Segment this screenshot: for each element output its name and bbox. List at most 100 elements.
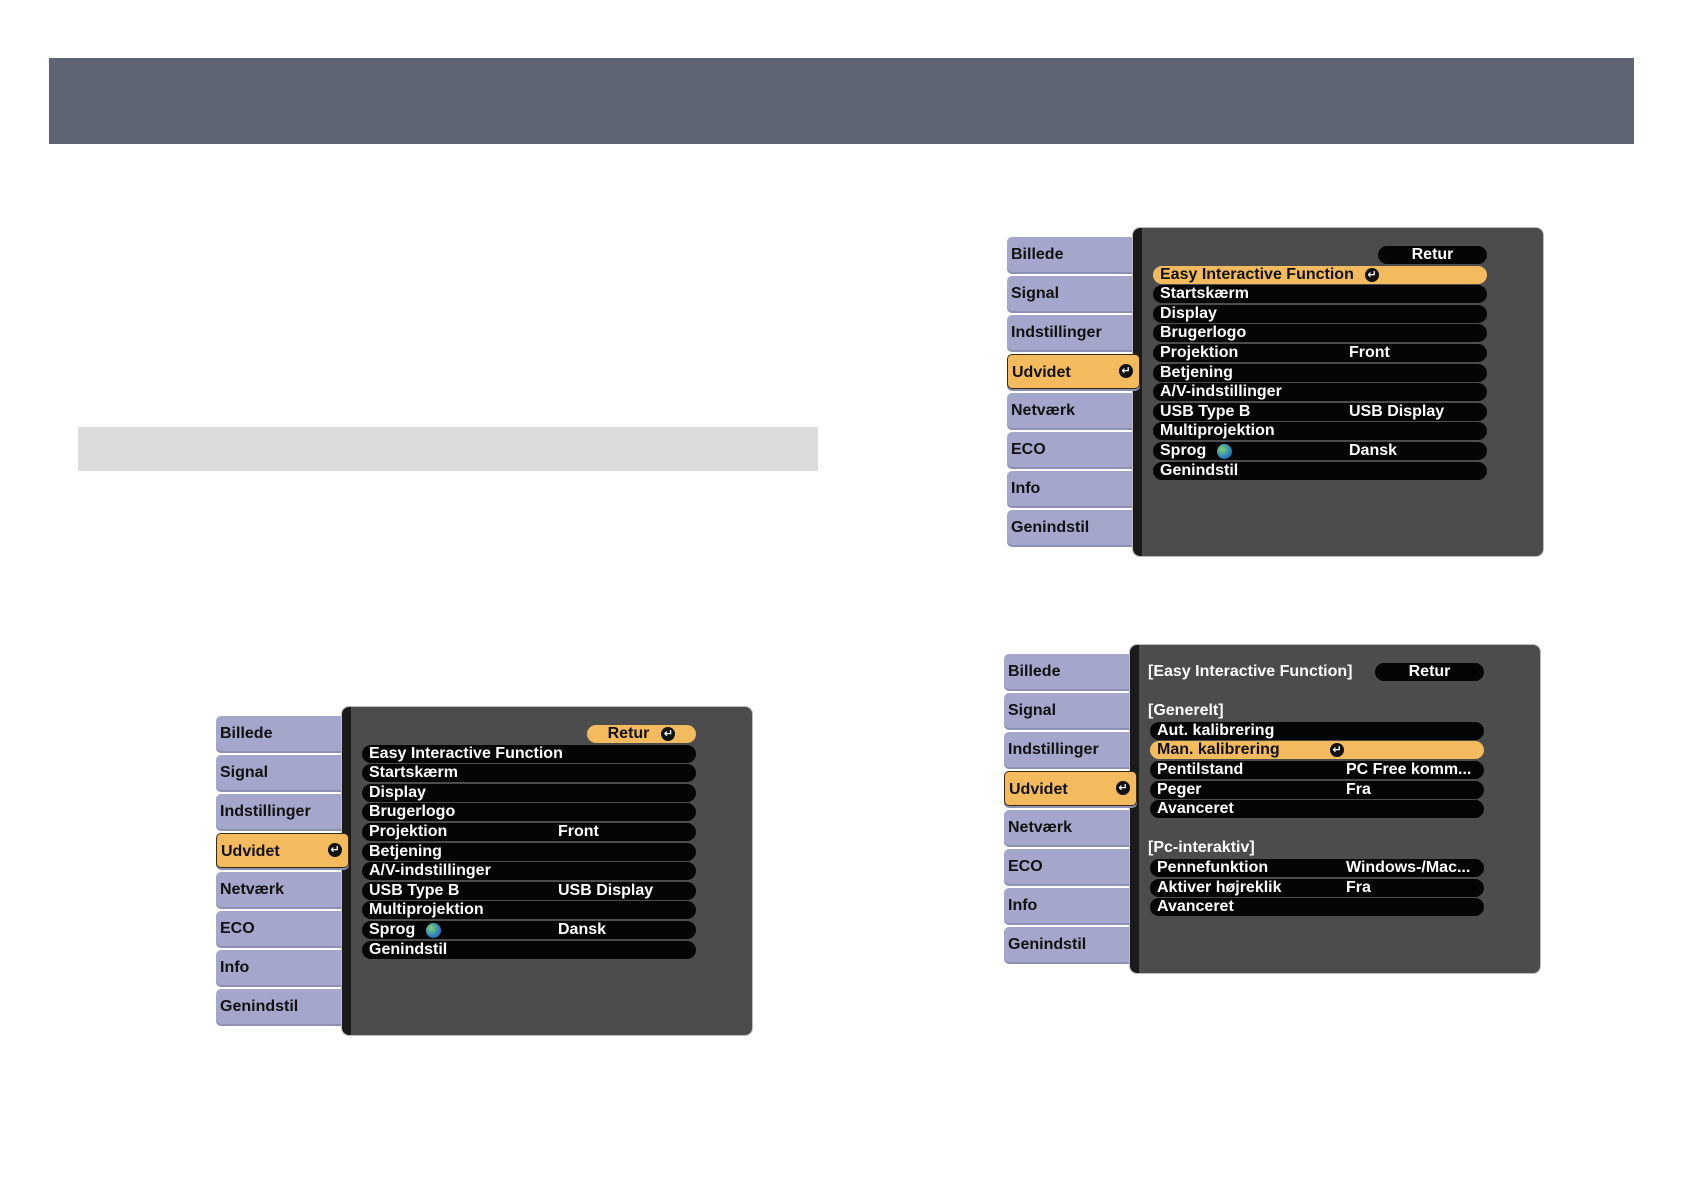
enter-icon: ↵: [1116, 781, 1130, 795]
globe-icon: [426, 923, 441, 938]
menu-item-label: Sprog: [369, 921, 416, 938]
sidebar-tab-billede[interactable]: Billede: [1007, 237, 1132, 272]
retur-button[interactable]: Retur ↵: [587, 725, 696, 743]
menu-item[interactable]: Startskærm: [362, 764, 696, 783]
sidebar-tab-billede[interactable]: Billede: [1004, 654, 1129, 689]
menu-item[interactable]: Pennefunktion Windows-/Mac...: [1150, 859, 1484, 877]
tab-label: Netværk: [220, 881, 285, 898]
menu-item-label: Man. kalibrering: [1157, 741, 1280, 759]
menu-item-label: Easy Interactive Function: [369, 744, 563, 762]
sidebar-tab-info[interactable]: Info: [1007, 471, 1132, 506]
tab-label: Udvidet: [1009, 781, 1068, 798]
sidebar-tab-netværk[interactable]: Netværk: [216, 872, 341, 907]
menu-item[interactable]: A/V-indstillinger: [362, 862, 696, 881]
menu-item-value: Windows-/Mac...: [1346, 859, 1471, 876]
menu-item-label: Avanceret: [1157, 898, 1234, 916]
tab-label: Billede: [1008, 663, 1061, 680]
sidebar-tab-genindstil[interactable]: Genindstil: [1007, 510, 1132, 545]
sidebar-tab-netværk[interactable]: Netværk: [1007, 393, 1132, 428]
panel-edge: [1130, 645, 1139, 973]
tab-label: Netværk: [1008, 819, 1073, 836]
menu-item[interactable]: Startskærm: [1153, 285, 1487, 304]
tab-label: Indstillinger: [1008, 741, 1099, 758]
retur-button[interactable]: Retur: [1378, 246, 1487, 264]
menu-item[interactable]: Projektion Front: [362, 823, 696, 841]
menu-item[interactable]: Display: [1153, 304, 1487, 323]
sidebar-tab-info[interactable]: Info: [1004, 888, 1129, 923]
enter-icon: ↵: [1365, 267, 1379, 282]
menu-item-label: Display: [1160, 304, 1217, 322]
menu-item[interactable]: Easy Interactive Function: [362, 744, 696, 763]
menu-item[interactable]: Brugerlogo: [1153, 324, 1487, 343]
menu-item-label: Projektion: [1160, 344, 1239, 361]
sidebar-tab-udvidet[interactable]: Udvidet ↵: [216, 833, 349, 868]
menu-item[interactable]: Betjening: [1153, 363, 1487, 382]
section-bar: [78, 427, 818, 471]
menu-item-label: Projektion: [369, 823, 448, 840]
menu-item[interactable]: Avanceret: [1150, 898, 1484, 917]
menu-item[interactable]: Multiprojektion: [362, 901, 696, 920]
sidebar-tab-indstillinger[interactable]: Indstillinger: [1007, 315, 1132, 350]
menu-item-label: Brugerlogo: [1160, 324, 1247, 342]
menu-item[interactable]: Brugerlogo: [362, 803, 696, 822]
sidebar-tab-eco[interactable]: ECO: [1004, 849, 1129, 884]
menu-item[interactable]: Betjening: [362, 842, 696, 861]
menu-item-value: Dansk: [1349, 442, 1398, 459]
menu-item[interactable]: Projektion Front: [1153, 344, 1487, 362]
tab-label: Netværk: [1011, 402, 1076, 419]
sidebar-tab-udvidet[interactable]: Udvidet ↵: [1004, 771, 1137, 806]
sidebar-tab-eco[interactable]: ECO: [1007, 432, 1132, 467]
tab-label: ECO: [220, 920, 255, 937]
menu-item-value: PC Free komm...: [1346, 761, 1472, 778]
tab-label: Billede: [220, 725, 273, 742]
menu-item[interactable]: Sprog Dansk: [1153, 442, 1487, 460]
sidebar-tab-netværk[interactable]: Netværk: [1004, 810, 1129, 845]
sidebar-tab-udvidet[interactable]: Udvidet ↵: [1007, 354, 1140, 389]
menu-item-label: Pennefunktion: [1157, 859, 1269, 876]
menu-item-label: USB Type B: [369, 881, 460, 899]
menu-item[interactable]: Peger Fra: [1150, 780, 1484, 799]
menu-item[interactable]: USB Type B USB Display: [1153, 402, 1487, 421]
sidebar-tab-info[interactable]: Info: [216, 950, 341, 985]
menu-item-label: A/V-indstillinger: [369, 862, 491, 880]
tab-label: Info: [1008, 897, 1038, 914]
sidebar-tab-genindstil[interactable]: Genindstil: [1004, 927, 1129, 962]
retur-label: Retur: [607, 725, 650, 742]
sidebar-tab-signal[interactable]: Signal: [1007, 276, 1132, 311]
retur-button[interactable]: Retur: [1375, 663, 1484, 681]
menu-item[interactable]: Pentilstand PC Free komm...: [1150, 761, 1484, 779]
sidebar-tab-signal[interactable]: Signal: [1004, 693, 1129, 728]
projector-menu-extended-retur: Billede Signal Indstillinger Udvidet ↵ Netvær…: [216, 706, 756, 1038]
menu-item-value: USB Display: [558, 881, 654, 899]
menu-panel: Retur Easy Interactive Function ↵ Startskær…: [1132, 227, 1544, 557]
tab-label: ECO: [1011, 441, 1046, 458]
menu-item[interactable]: Genindstil: [1153, 461, 1487, 480]
menu-item[interactable]: Multiprojektion: [1153, 422, 1487, 441]
menu-item[interactable]: Aktiver højreklik Fra: [1150, 878, 1484, 897]
menu-item-label: Aut. kalibrering: [1157, 721, 1275, 739]
tab-label: Billede: [1011, 246, 1064, 263]
tab-label: Genindstil: [1011, 519, 1090, 536]
tab-label: Info: [1011, 480, 1041, 497]
sidebar-tab-billede[interactable]: Billede: [216, 716, 341, 751]
menu-item-label: Betjening: [1160, 363, 1233, 381]
menu-item[interactable]: A/V-indstillinger: [1153, 383, 1487, 402]
menu-item[interactable]: Sprog Dansk: [362, 921, 696, 939]
panel-edge: [342, 707, 351, 1035]
menu-item[interactable]: Aut. kalibrering: [1150, 721, 1484, 740]
sidebar-tab-genindstil[interactable]: Genindstil: [216, 989, 341, 1024]
menu-item[interactable]: Avanceret: [1150, 800, 1484, 819]
sidebar-tab-eco[interactable]: ECO: [216, 911, 341, 946]
menu-item[interactable]: Easy Interactive Function ↵: [1153, 265, 1487, 284]
menu-item-label: Avanceret: [1157, 800, 1234, 818]
menu-item[interactable]: USB Type B USB Display: [362, 881, 696, 900]
menu-item-label: Genindstil: [369, 940, 448, 958]
menu-item[interactable]: Man. kalibrering ↵: [1150, 741, 1484, 760]
menu-item-value: Fra: [1346, 878, 1371, 896]
menu-item[interactable]: Genindstil: [362, 940, 696, 959]
sidebar-tab-signal[interactable]: Signal: [216, 755, 341, 790]
enter-icon: ↵: [328, 843, 342, 857]
sidebar-tab-indstillinger[interactable]: Indstillinger: [216, 794, 341, 829]
sidebar-tab-indstillinger[interactable]: Indstillinger: [1004, 732, 1129, 767]
menu-item[interactable]: Display: [362, 783, 696, 802]
